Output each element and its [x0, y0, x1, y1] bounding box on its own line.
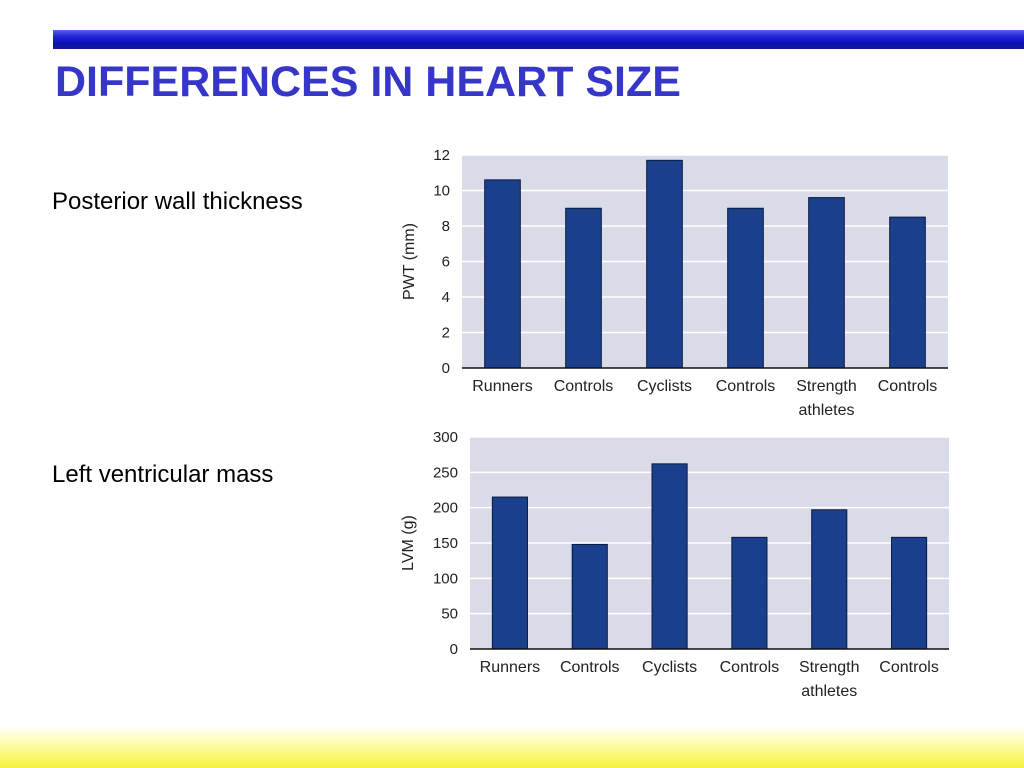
x-tick-label: Controls	[716, 378, 776, 395]
x-tick-label: Cyclists	[637, 378, 692, 395]
plot-background	[470, 437, 949, 649]
footer-accent-bar	[0, 728, 1024, 768]
bar	[571, 543, 608, 650]
bar	[646, 159, 683, 369]
bar	[727, 207, 764, 369]
x-tick-label: Controls	[720, 659, 780, 676]
x-tick-label: Strength athletes	[799, 659, 859, 700]
bar	[889, 216, 926, 369]
bar	[731, 536, 768, 650]
y-tick-label: 6	[442, 254, 450, 271]
y-tick-label: 50	[441, 606, 458, 623]
y-tick-label: 250	[433, 464, 458, 481]
y-axis-label: LVM (g)	[400, 515, 417, 571]
x-tick-label: Controls	[879, 659, 939, 676]
x-tick-label: Runners	[480, 659, 540, 676]
label-left-ventricular-mass: Left ventricular mass	[52, 461, 274, 488]
bar	[811, 509, 848, 650]
bar	[484, 179, 521, 369]
y-tick-label: 4	[442, 289, 450, 306]
bar	[808, 197, 845, 369]
y-tick-label: 200	[433, 500, 458, 517]
y-tick-label: 2	[442, 325, 450, 342]
bar	[651, 463, 688, 650]
x-tick-label: Cyclists	[642, 659, 697, 676]
x-tick-label: Controls	[560, 659, 620, 676]
y-tick-label: 8	[442, 218, 450, 235]
y-tick-label: 10	[433, 183, 450, 200]
y-tick-label: 300	[433, 429, 458, 446]
x-tick-label: Controls	[878, 378, 938, 395]
bar	[565, 207, 602, 369]
title-accent-bar	[53, 30, 1024, 49]
label-posterior-wall-thickness: Posterior wall thickness	[52, 188, 303, 215]
y-axis-label: PWT (mm)	[401, 223, 418, 300]
slide-title: DIFFERENCES IN HEART SIZE	[55, 58, 681, 106]
y-tick-label: 0	[442, 360, 450, 377]
x-tick-label: Runners	[472, 378, 532, 395]
y-tick-label: 100	[433, 570, 458, 587]
y-tick-label: 150	[433, 535, 458, 552]
y-tick-label: 0	[450, 641, 458, 658]
y-tick-label: 12	[433, 147, 450, 164]
plot-background	[462, 155, 948, 368]
bar	[891, 536, 928, 650]
x-tick-label: Strength athletes	[796, 378, 856, 419]
x-tick-label: Controls	[554, 378, 614, 395]
bar	[491, 496, 528, 650]
